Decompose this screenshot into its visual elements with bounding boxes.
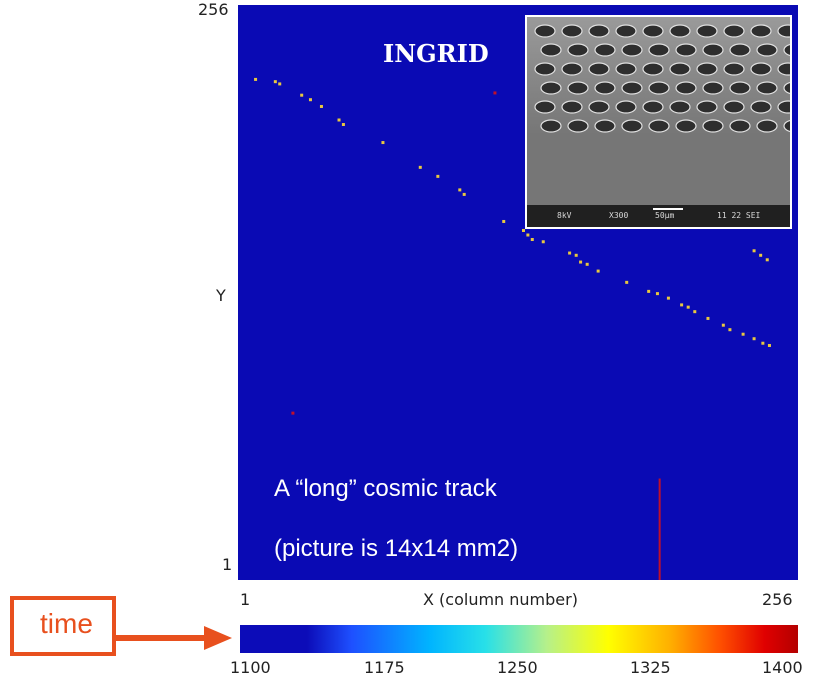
time-label-box	[10, 596, 116, 656]
hit-pixel	[759, 253, 763, 257]
hit-pixel	[502, 219, 506, 223]
colorbar-tick-1250: 1250	[497, 658, 538, 677]
hit-pixel	[273, 80, 277, 84]
hit-pixel	[767, 343, 771, 347]
noisy-column-streak	[658, 478, 661, 580]
colorbar-tick-1100: 1100	[230, 658, 271, 677]
hit-pixel	[693, 310, 697, 314]
sem-micrograph: 8kV X300 50μm 11 22 SEI	[527, 17, 790, 227]
hit-pixel	[585, 262, 589, 266]
colorbar-tick-1175: 1175	[364, 658, 405, 677]
x-axis-label: X (column number)	[423, 590, 578, 609]
hit-pixel	[655, 292, 659, 296]
hit-pixel	[686, 305, 690, 309]
x-tick-right: 256	[762, 590, 793, 609]
arrow-icon	[114, 626, 232, 650]
inset-footer-kv: 8kV	[557, 211, 572, 220]
hit-pixel	[458, 188, 462, 192]
hit-pixel	[647, 289, 651, 293]
colorbar-tick-1325: 1325	[630, 658, 671, 677]
hit-pixel	[278, 82, 282, 86]
hit-pixel	[462, 192, 466, 196]
hit-pixel	[721, 323, 725, 327]
hit-pixel	[254, 77, 258, 81]
hit-pixel	[706, 316, 710, 320]
hit-pixel	[530, 238, 534, 242]
hit-pixel	[381, 141, 385, 145]
hit-pixel	[728, 328, 732, 332]
hit-pixel	[752, 249, 756, 253]
sem-inset-image: 8kV X300 50μm 11 22 SEI	[525, 15, 792, 229]
hit-pixel	[680, 303, 684, 307]
hit-pixel	[308, 98, 312, 102]
hit-pixel	[666, 296, 670, 300]
heatmap-plot-area: 8kV X300 50μm 11 22 SEI INGRID A “long” …	[238, 5, 798, 580]
inset-footer-mag: X300	[609, 211, 628, 220]
hit-pixel	[752, 337, 756, 341]
y-tick-bottom: 1	[222, 555, 233, 574]
hit-pixel	[579, 260, 583, 264]
time-label: time	[40, 608, 93, 639]
hit-pixel	[493, 91, 497, 95]
hit-pixel	[761, 341, 765, 345]
caption-cosmic-track: A “long” cosmic track	[274, 475, 497, 502]
time-colorbar	[240, 625, 798, 653]
hit-map-svg	[254, 77, 771, 580]
hit-pixel	[568, 251, 572, 255]
hit-pixel	[521, 228, 525, 232]
inset-title: INGRID	[383, 39, 489, 68]
x-tick-left: 1	[240, 590, 251, 609]
hit-pixel	[436, 174, 440, 178]
hit-pixel	[418, 165, 422, 169]
hit-pixel	[291, 411, 295, 415]
hit-pixel	[765, 258, 769, 262]
y-axis-label: Y	[216, 286, 226, 305]
hit-pixel	[300, 93, 304, 97]
inset-footer-info: 11 22 SEI	[717, 211, 761, 220]
y-tick-top: 256	[198, 0, 229, 19]
hit-pixel	[341, 123, 345, 127]
hit-pixel	[319, 104, 323, 108]
hit-pixel	[741, 332, 745, 336]
hit-pixel	[574, 253, 578, 257]
caption-picture-size: (picture is 14x14 mm2)	[274, 535, 519, 562]
inset-footer-scale: 50μm	[655, 211, 674, 220]
hit-pixel	[625, 280, 629, 284]
hit-pixel	[526, 233, 530, 237]
hit-pixel	[337, 118, 341, 122]
colorbar-tick-1400: 1400	[762, 658, 803, 677]
hit-pixel	[596, 269, 600, 273]
hit-pixel	[541, 240, 545, 244]
